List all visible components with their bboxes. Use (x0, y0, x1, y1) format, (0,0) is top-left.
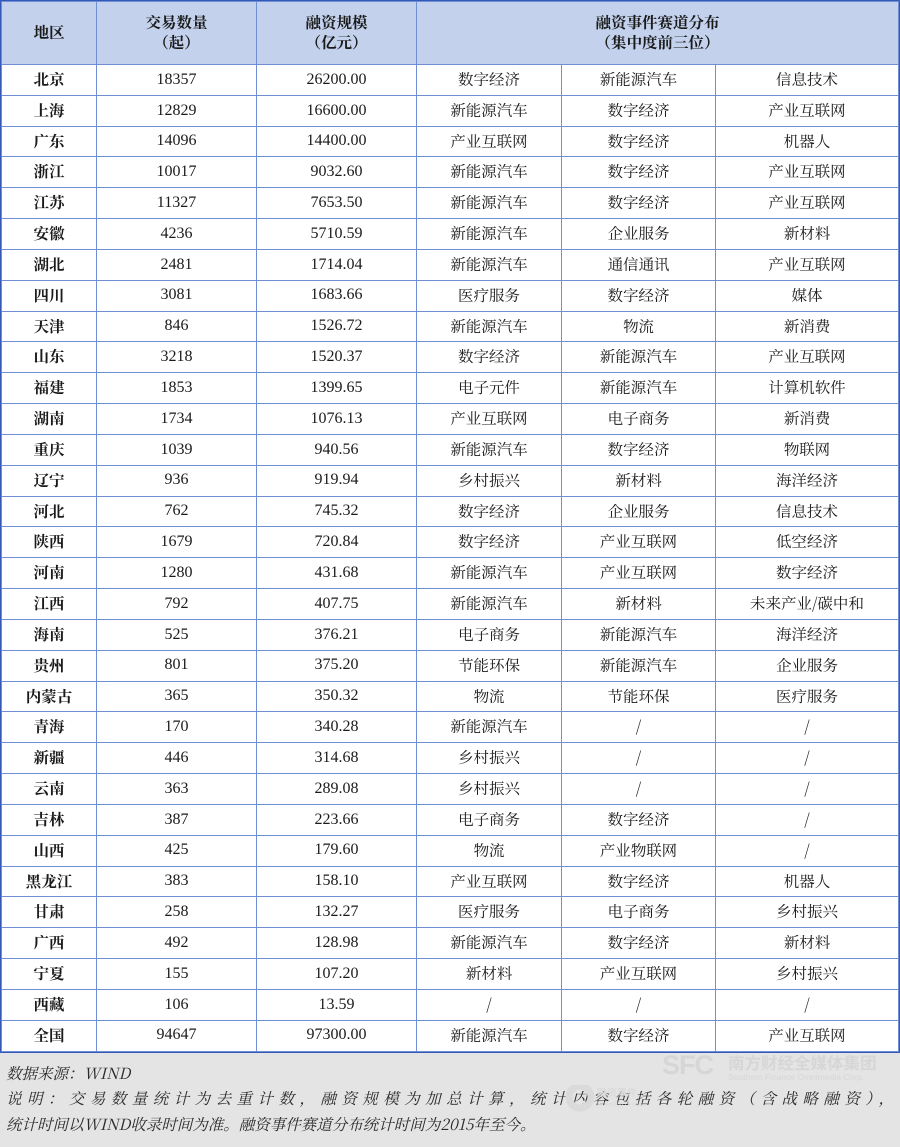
svg-text:Southern Finance Omnimedia Cor: Southern Finance Omnimedia Corp. (728, 1072, 864, 1082)
svg-text:南方财经全媒体集团: 南方财经全媒体集团 (728, 1053, 877, 1074)
svg-text:SFC: SFC (662, 1053, 714, 1080)
svg-text:融资事件: 融资事件 (597, 1085, 637, 1099)
svg-text:Financing Events: Financing Events (597, 1102, 643, 1108)
